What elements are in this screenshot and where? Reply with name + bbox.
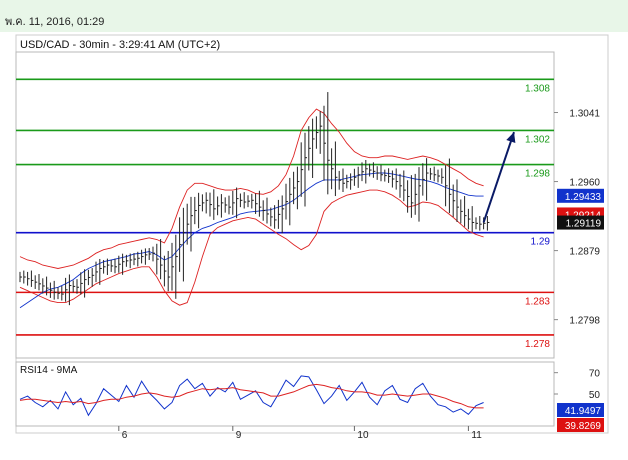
rsi-badge: 39.8269 (565, 421, 602, 432)
level-label: 1.308 (525, 83, 550, 94)
bollinger-upper (19, 108, 484, 269)
price-bars (19, 92, 490, 306)
x-tick-label: 11 (471, 430, 482, 441)
forecast-arrow (482, 131, 516, 223)
level-label: 1.29 (531, 237, 551, 248)
level-label: 1.278 (525, 339, 550, 350)
x-tick-label: 6 (122, 430, 128, 441)
header-bar: พ.ค. 11, 2016, 01:29 (0, 0, 628, 32)
price-axis: 1.3041 1.2960 1.2879 1.2798 (554, 109, 600, 327)
x-tick-label: 10 (357, 430, 369, 441)
bollinger-bands (19, 108, 484, 309)
price-badge: 1.29433 (565, 192, 602, 203)
price-tick-label: 1.2798 (569, 316, 600, 327)
level-lines: 1.308 1.302 1.298 1.29 1.283 1.278 (16, 78, 554, 350)
level-label: 1.302 (525, 134, 550, 145)
price-badge-bg (557, 188, 604, 203)
arrow-shaft (482, 131, 515, 223)
price-badge: 1.29119 (566, 219, 602, 230)
price-badge-bg (557, 215, 604, 230)
bollinger-lower (19, 189, 484, 306)
arrow-head (506, 132, 516, 144)
rsi-line (19, 375, 484, 417)
rsi-badge-bg (557, 403, 604, 417)
rsi-label: RSI14 - 9MA (20, 365, 78, 376)
rsi-ma-line (19, 383, 484, 409)
moving-average (19, 172, 484, 309)
rsi-tick-label: 50 (589, 390, 601, 401)
level-label: 1.298 (525, 169, 550, 180)
timestamp: พ.ค. 11, 2016, 01:29 (5, 16, 105, 28)
price-tick-label: 1.3041 (569, 109, 600, 120)
x-tick-label: 9 (236, 430, 242, 441)
x-axis: 6 9 10 11 (118, 426, 482, 441)
price-tick-label: 1.2879 (569, 247, 600, 258)
rsi-badge-bg (557, 418, 604, 432)
rsi-badge: 41.9497 (565, 406, 602, 417)
level-label: 1.283 (525, 296, 550, 307)
price-tick-label: 1.2960 (569, 178, 600, 189)
rsi-tick-label: 70 (589, 369, 601, 380)
chart-title: USD/CAD - 30min - 3:29:41 AM (UTC+2) (20, 39, 220, 51)
rsi-panel: 70 50 41.9497 39.8269 (19, 369, 604, 432)
